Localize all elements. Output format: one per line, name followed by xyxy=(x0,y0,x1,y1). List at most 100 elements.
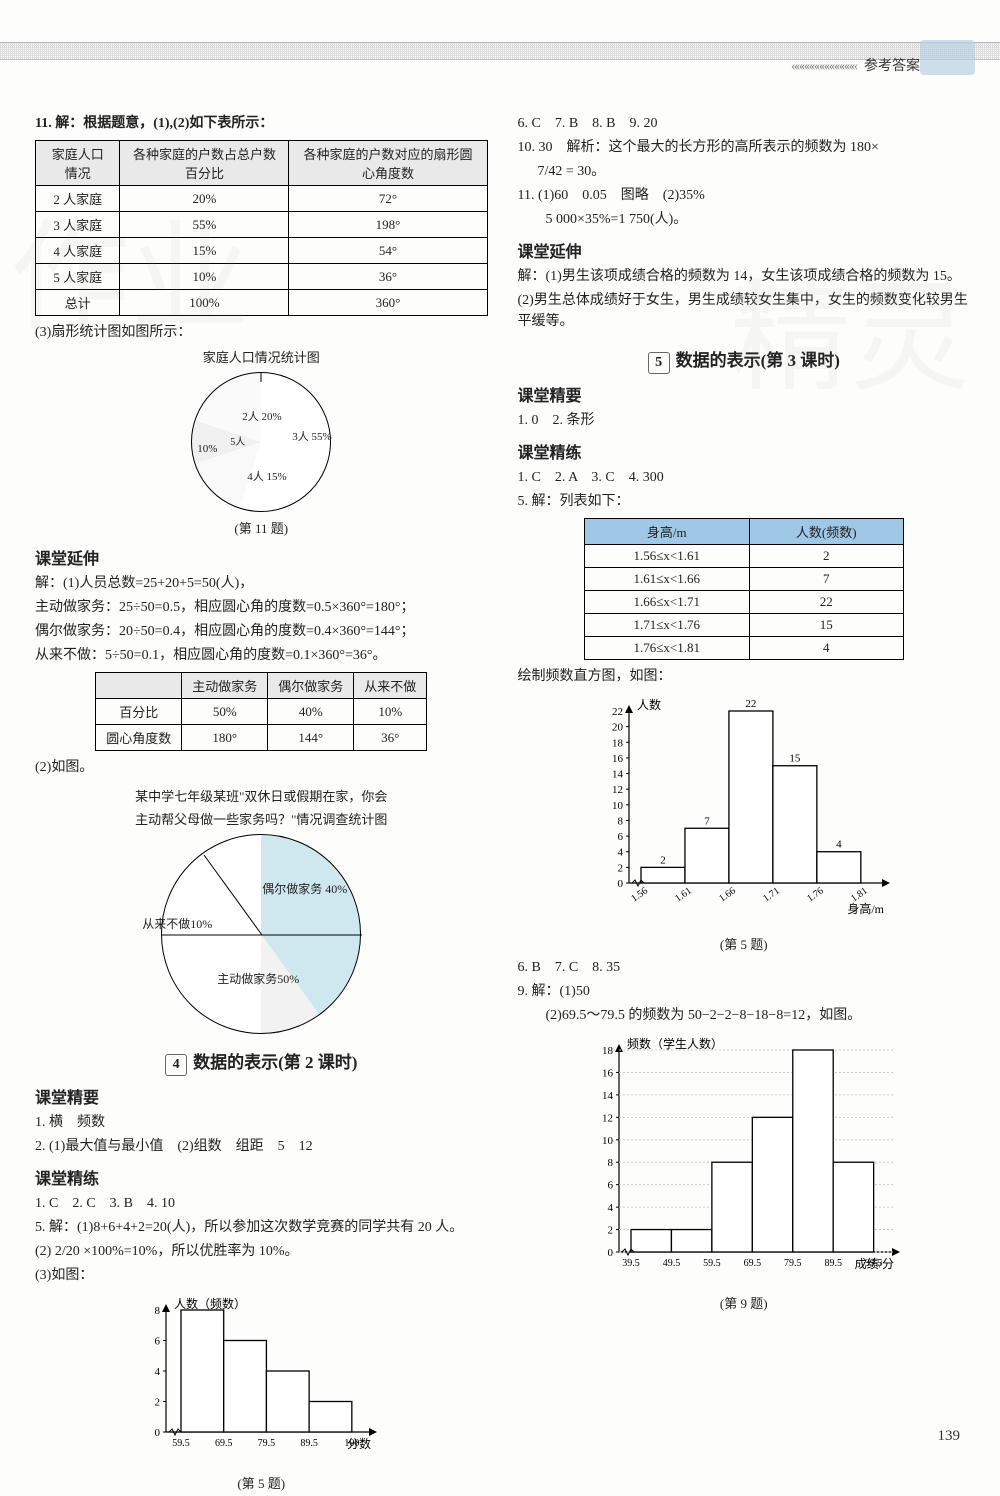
table-row: 1.71≤x<1.7615 xyxy=(584,614,903,637)
svg-text:4: 4 xyxy=(617,847,623,859)
jl-line: (3)如图： xyxy=(35,1265,488,1286)
jl-line: 1. C 2. A 3. C 4. 300 xyxy=(518,467,971,488)
svg-text:4: 4 xyxy=(155,1366,161,1378)
svg-text:7: 7 xyxy=(704,815,710,827)
svg-text:15: 15 xyxy=(789,753,801,765)
q9-2: (2)69.5～79.5 的频数为 50−2−2−8−18−8=12，如图。 xyxy=(518,1005,971,1026)
table-row: 圆心角度数180°144°36° xyxy=(96,725,427,751)
svg-text:39.5: 39.5 xyxy=(622,1258,640,1269)
ext-line: 从来不做：5÷50=0.1，相应圆心角的度数=0.1×360°=36°。 xyxy=(35,645,488,666)
svg-text:2: 2 xyxy=(155,1397,161,1409)
svg-text:6: 6 xyxy=(607,1180,613,1192)
ext-2: (2)如图。 xyxy=(35,757,488,778)
svg-text:分数: 分数 xyxy=(347,1436,371,1451)
table-row: 3 人家庭55%198° xyxy=(36,212,488,238)
q11: 11. (1)60 0.05 图略 (2)35% xyxy=(518,185,971,206)
svg-text:1.56: 1.56 xyxy=(629,885,650,904)
svg-text:0: 0 xyxy=(617,878,623,890)
right-column: 6. C 7. B 8. B 9. 20 10. 30 解析：这个最大的长方形的… xyxy=(518,110,971,1496)
jl-line: (2) 2/20 ×100%=10%，所以优胜率为 10%。 xyxy=(35,1241,488,1262)
svg-text:79.5: 79.5 xyxy=(784,1258,802,1269)
svg-text:6: 6 xyxy=(617,831,623,843)
svg-text:14: 14 xyxy=(612,769,624,781)
pie1: 2人 20% 3人 55% 4人 15% 10% 5人 xyxy=(35,372,488,512)
svg-text:22: 22 xyxy=(745,698,756,710)
svg-text:8: 8 xyxy=(155,1305,161,1317)
svg-text:1.61: 1.61 xyxy=(673,885,694,904)
jl-line: 5. 解：(1)8+6+4+2=20(人)，所以参加这次数学竞赛的同学共有 20… xyxy=(35,1217,488,1238)
ext-line: 偶尔做家务：20÷50=0.4，相应圆心角的度数=0.4×360°=144°； xyxy=(35,621,488,642)
svg-text:89.5: 89.5 xyxy=(824,1258,842,1269)
q11b: 5 000×35%=1 750(人)。 xyxy=(518,209,971,230)
hist2-caption: (第 5 题) xyxy=(518,934,971,953)
svg-text:8: 8 xyxy=(607,1157,613,1169)
table-housework: 主动做家务偶尔做家务从来不做 百分比50%40%10% 圆心角度数180°144… xyxy=(95,672,427,751)
table-row: 1.61≤x<1.667 xyxy=(584,568,903,591)
svg-text:16: 16 xyxy=(612,753,624,765)
svg-text:16: 16 xyxy=(602,1067,614,1079)
table-row: 总计100%360° xyxy=(36,290,488,316)
svg-text:69.5: 69.5 xyxy=(215,1438,233,1449)
q5-draw: 绘制频数直方图，如图： xyxy=(518,666,971,687)
pie2-title2: 主动帮父母做一些家务吗？"情况调查统计图 xyxy=(35,809,488,828)
jl-title: 课堂精练 xyxy=(518,439,971,463)
table-row: 1.76≤x<1.814 xyxy=(584,637,903,660)
histogram-2: 024681012141618202227221541.561.611.661.… xyxy=(518,693,971,928)
q11-3: (3)扇形统计图如图所示： xyxy=(35,322,488,343)
answer-row: 6. C 7. B 8. B 9. 20 xyxy=(518,113,971,134)
ext-line: 主动做家务：25÷50=0.5，相应圆心角的度数=0.5×360°=180°； xyxy=(35,597,488,618)
svg-text:49.5: 49.5 xyxy=(662,1258,680,1269)
table-row: 百分比50%40%10% xyxy=(96,699,427,725)
histogram-1: 0246859.569.579.589.5100人数（频数）分数 xyxy=(35,1292,488,1467)
jy-title: 课堂精要 xyxy=(518,382,971,406)
svg-text:人数: 人数 xyxy=(637,697,661,712)
q10: 10. 30 解析：这个最大的长方形的高所表示的频数为 180× xyxy=(518,137,971,158)
svg-text:10: 10 xyxy=(602,1135,614,1147)
table-family: 家庭人口情况各种家庭的户数占总户数百分比各种家庭的户数对应的扇形圆心角度数 2 … xyxy=(35,140,488,316)
jy-line: 1. 0 2. 条形 xyxy=(518,410,971,431)
svg-text:1.66: 1.66 xyxy=(717,885,738,904)
jy-title: 课堂精要 xyxy=(35,1084,488,1108)
svg-text:12: 12 xyxy=(602,1112,613,1124)
jl-line: 1. C 2. C 3. B 4. 10 xyxy=(35,1193,488,1214)
q11-intro: 11. 解：根据题意，(1),(2)如下表所示： xyxy=(35,113,488,134)
svg-text:4: 4 xyxy=(836,839,842,851)
table-height: 身高/m人数(频数) 1.56≤x<1.612 1.61≤x<1.667 1.6… xyxy=(584,518,904,660)
svg-text:频数（学生人数）: 频数（学生人数） xyxy=(627,1036,723,1051)
left-column: 11. 解：根据题意，(1),(2)如下表所示： 家庭人口情况各种家庭的户数占总… xyxy=(35,110,488,1496)
svg-text:79.5: 79.5 xyxy=(258,1438,276,1449)
answer-row2: 6. B 7. C 8. 35 xyxy=(518,957,971,978)
svg-text:59.5: 59.5 xyxy=(173,1438,191,1449)
svg-text:18: 18 xyxy=(612,737,624,749)
svg-text:18: 18 xyxy=(602,1045,614,1057)
table-row: 5 人家庭10%36° xyxy=(36,264,488,290)
hist1-caption: (第 5 题) xyxy=(35,1473,488,1492)
ext-l1: 解：(1)男生该项成绩合格的频数为 14，女生该项成绩合格的频数为 15。 xyxy=(518,266,971,287)
svg-text:2: 2 xyxy=(660,854,666,866)
svg-text:0: 0 xyxy=(155,1427,161,1439)
jy-line: 2. (1)最大值与最小值 (2)组数 组距 5 12 xyxy=(35,1136,488,1157)
ext-title: 课堂延伸 xyxy=(518,238,971,262)
svg-text:6: 6 xyxy=(155,1336,161,1348)
svg-text:1.71: 1.71 xyxy=(761,885,782,904)
svg-text:0: 0 xyxy=(607,1247,613,1259)
q10b: 7/42 = 30。 xyxy=(518,161,971,182)
hist3-caption: (第 9 题) xyxy=(518,1293,971,1312)
svg-text:人数（频数）: 人数（频数） xyxy=(174,1296,246,1311)
pie2: 偶尔做家务 40% 从来不做10% 主动做家务50% xyxy=(35,834,488,1034)
ext-l2: (2)男生总体成绩好于女生，男生成绩较女生集中，女生的频数变化较男生平缓等。 xyxy=(518,290,971,332)
table-row: 1.56≤x<1.612 xyxy=(584,545,903,568)
svg-text:2: 2 xyxy=(617,862,623,874)
svg-text:69.5: 69.5 xyxy=(743,1258,761,1269)
svg-text:59.5: 59.5 xyxy=(703,1258,721,1269)
page-number: 139 xyxy=(938,1428,961,1445)
q9-1: 9. 解：(1)50 xyxy=(518,981,971,1002)
chapter-5: 5数据的表示(第 3 课时) xyxy=(518,346,971,374)
header-tab: 参考答案 xyxy=(791,55,920,75)
table-row: 2 人家庭20%72° xyxy=(36,186,488,212)
histogram-3: 02468101214161839.549.559.569.579.589.59… xyxy=(518,1032,971,1287)
q5-intro: 5. 解：列表如下： xyxy=(518,491,971,512)
svg-text:22: 22 xyxy=(612,706,623,718)
pie1-caption: (第 11 题) xyxy=(35,518,488,537)
jl-title: 课堂精练 xyxy=(35,1165,488,1189)
